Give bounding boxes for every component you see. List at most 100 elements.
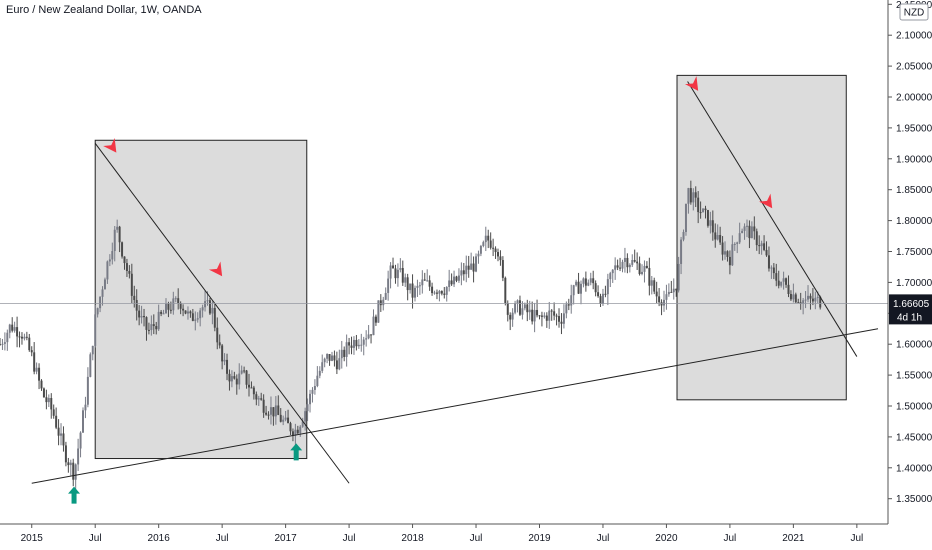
- candle-body: [265, 412, 268, 415]
- candle-body: [42, 388, 45, 398]
- candle-body: [11, 324, 14, 331]
- candle-body: [69, 462, 72, 466]
- candle-body: [301, 421, 304, 427]
- candle-body: [262, 399, 265, 413]
- current-price-value: 1.66605: [893, 299, 930, 310]
- red-arrow-icon: [208, 261, 223, 277]
- y-tick-label: 1.70000: [896, 278, 932, 289]
- y-tick-label: 1.60000: [896, 340, 932, 351]
- candle-body: [506, 303, 509, 315]
- candle-body: [811, 298, 814, 302]
- candle-body: [40, 380, 43, 389]
- candle-body: [401, 268, 404, 283]
- candle-body: [260, 398, 263, 400]
- candle-countdown: 4d 1h: [897, 312, 922, 323]
- candle-body: [467, 265, 470, 270]
- candle-body: [326, 354, 329, 359]
- candle-body: [538, 315, 541, 317]
- teal-arrow-icon: [290, 443, 303, 461]
- candle-body: [477, 253, 480, 257]
- candle-body: [496, 252, 499, 257]
- candle-body: [152, 324, 155, 327]
- candle-body: [45, 397, 48, 403]
- candle-body: [792, 294, 795, 300]
- candle-body: [143, 315, 146, 318]
- candle-body: [267, 414, 270, 416]
- candle-body: [343, 349, 346, 357]
- candle-body: [164, 303, 167, 314]
- candle-body: [423, 279, 426, 281]
- candle-body: [247, 384, 250, 388]
- candle-body: [450, 280, 453, 285]
- candle-body: [587, 282, 590, 286]
- highlight-box-2: [676, 74, 847, 401]
- candle-body: [575, 281, 578, 286]
- x-tick-label: Jul: [724, 533, 737, 544]
- candle-body: [802, 300, 805, 304]
- candle-body: [736, 242, 739, 244]
- candle-body: [323, 358, 326, 363]
- candle-body: [269, 407, 272, 415]
- candle-body: [399, 268, 402, 270]
- candle-body: [819, 296, 822, 308]
- candle-body: [582, 278, 585, 284]
- candle-body: [440, 291, 443, 294]
- candle-body: [167, 303, 170, 310]
- candle-body: [728, 256, 731, 266]
- candle-body: [704, 208, 707, 211]
- candle-body: [35, 367, 38, 372]
- candle-body: [194, 319, 197, 321]
- candle-body: [660, 302, 663, 306]
- candle-body: [199, 310, 202, 319]
- trendline-3: [687, 81, 858, 357]
- candle-body: [807, 295, 810, 300]
- candle-body: [579, 283, 582, 294]
- candle-body: [221, 345, 224, 362]
- candle-body: [438, 291, 441, 294]
- candle-body: [140, 315, 143, 318]
- candle-body: [763, 243, 766, 250]
- candle-body: [348, 342, 351, 346]
- candle-body: [355, 339, 358, 347]
- candle-body: [555, 315, 558, 317]
- candle-body: [235, 378, 238, 385]
- candle-body: [174, 298, 177, 300]
- candle-body: [470, 263, 473, 270]
- candle-body: [445, 286, 448, 295]
- candle-body: [545, 315, 548, 321]
- candle-body: [589, 278, 592, 283]
- candle-body: [658, 296, 661, 303]
- candle-body: [252, 387, 255, 395]
- y-tick-label: 1.40000: [896, 463, 932, 474]
- y-tick-label: 2.10000: [896, 31, 932, 42]
- candle-body: [6, 332, 9, 343]
- candle-body: [433, 292, 436, 294]
- y-tick-label: 2.00000: [896, 93, 932, 104]
- candle-body: [572, 285, 575, 296]
- candle-body: [106, 261, 109, 280]
- candle-body: [531, 309, 534, 322]
- candle-body: [177, 298, 180, 304]
- candle-body: [472, 263, 475, 272]
- y-tick-label: 1.55000: [896, 371, 932, 382]
- teal-arrow-icon: [68, 486, 81, 504]
- candle-body: [455, 276, 458, 281]
- candle-body: [616, 265, 619, 268]
- candle-body: [462, 270, 465, 275]
- candle-body: [421, 279, 424, 286]
- candle-body: [670, 291, 673, 293]
- candle-body: [745, 225, 748, 227]
- candle-body: [650, 280, 653, 286]
- candle-body: [155, 326, 158, 330]
- y-tick-label: 1.90000: [896, 154, 932, 165]
- x-tick-label: 2019: [528, 533, 551, 544]
- candle-body: [240, 370, 243, 374]
- candle-body: [0, 344, 1, 346]
- candle-body: [96, 308, 99, 315]
- candle-body: [755, 231, 758, 246]
- candle-body: [689, 188, 692, 203]
- candle-body: [494, 248, 497, 253]
- candle-body: [47, 398, 50, 403]
- candle-body: [296, 429, 299, 434]
